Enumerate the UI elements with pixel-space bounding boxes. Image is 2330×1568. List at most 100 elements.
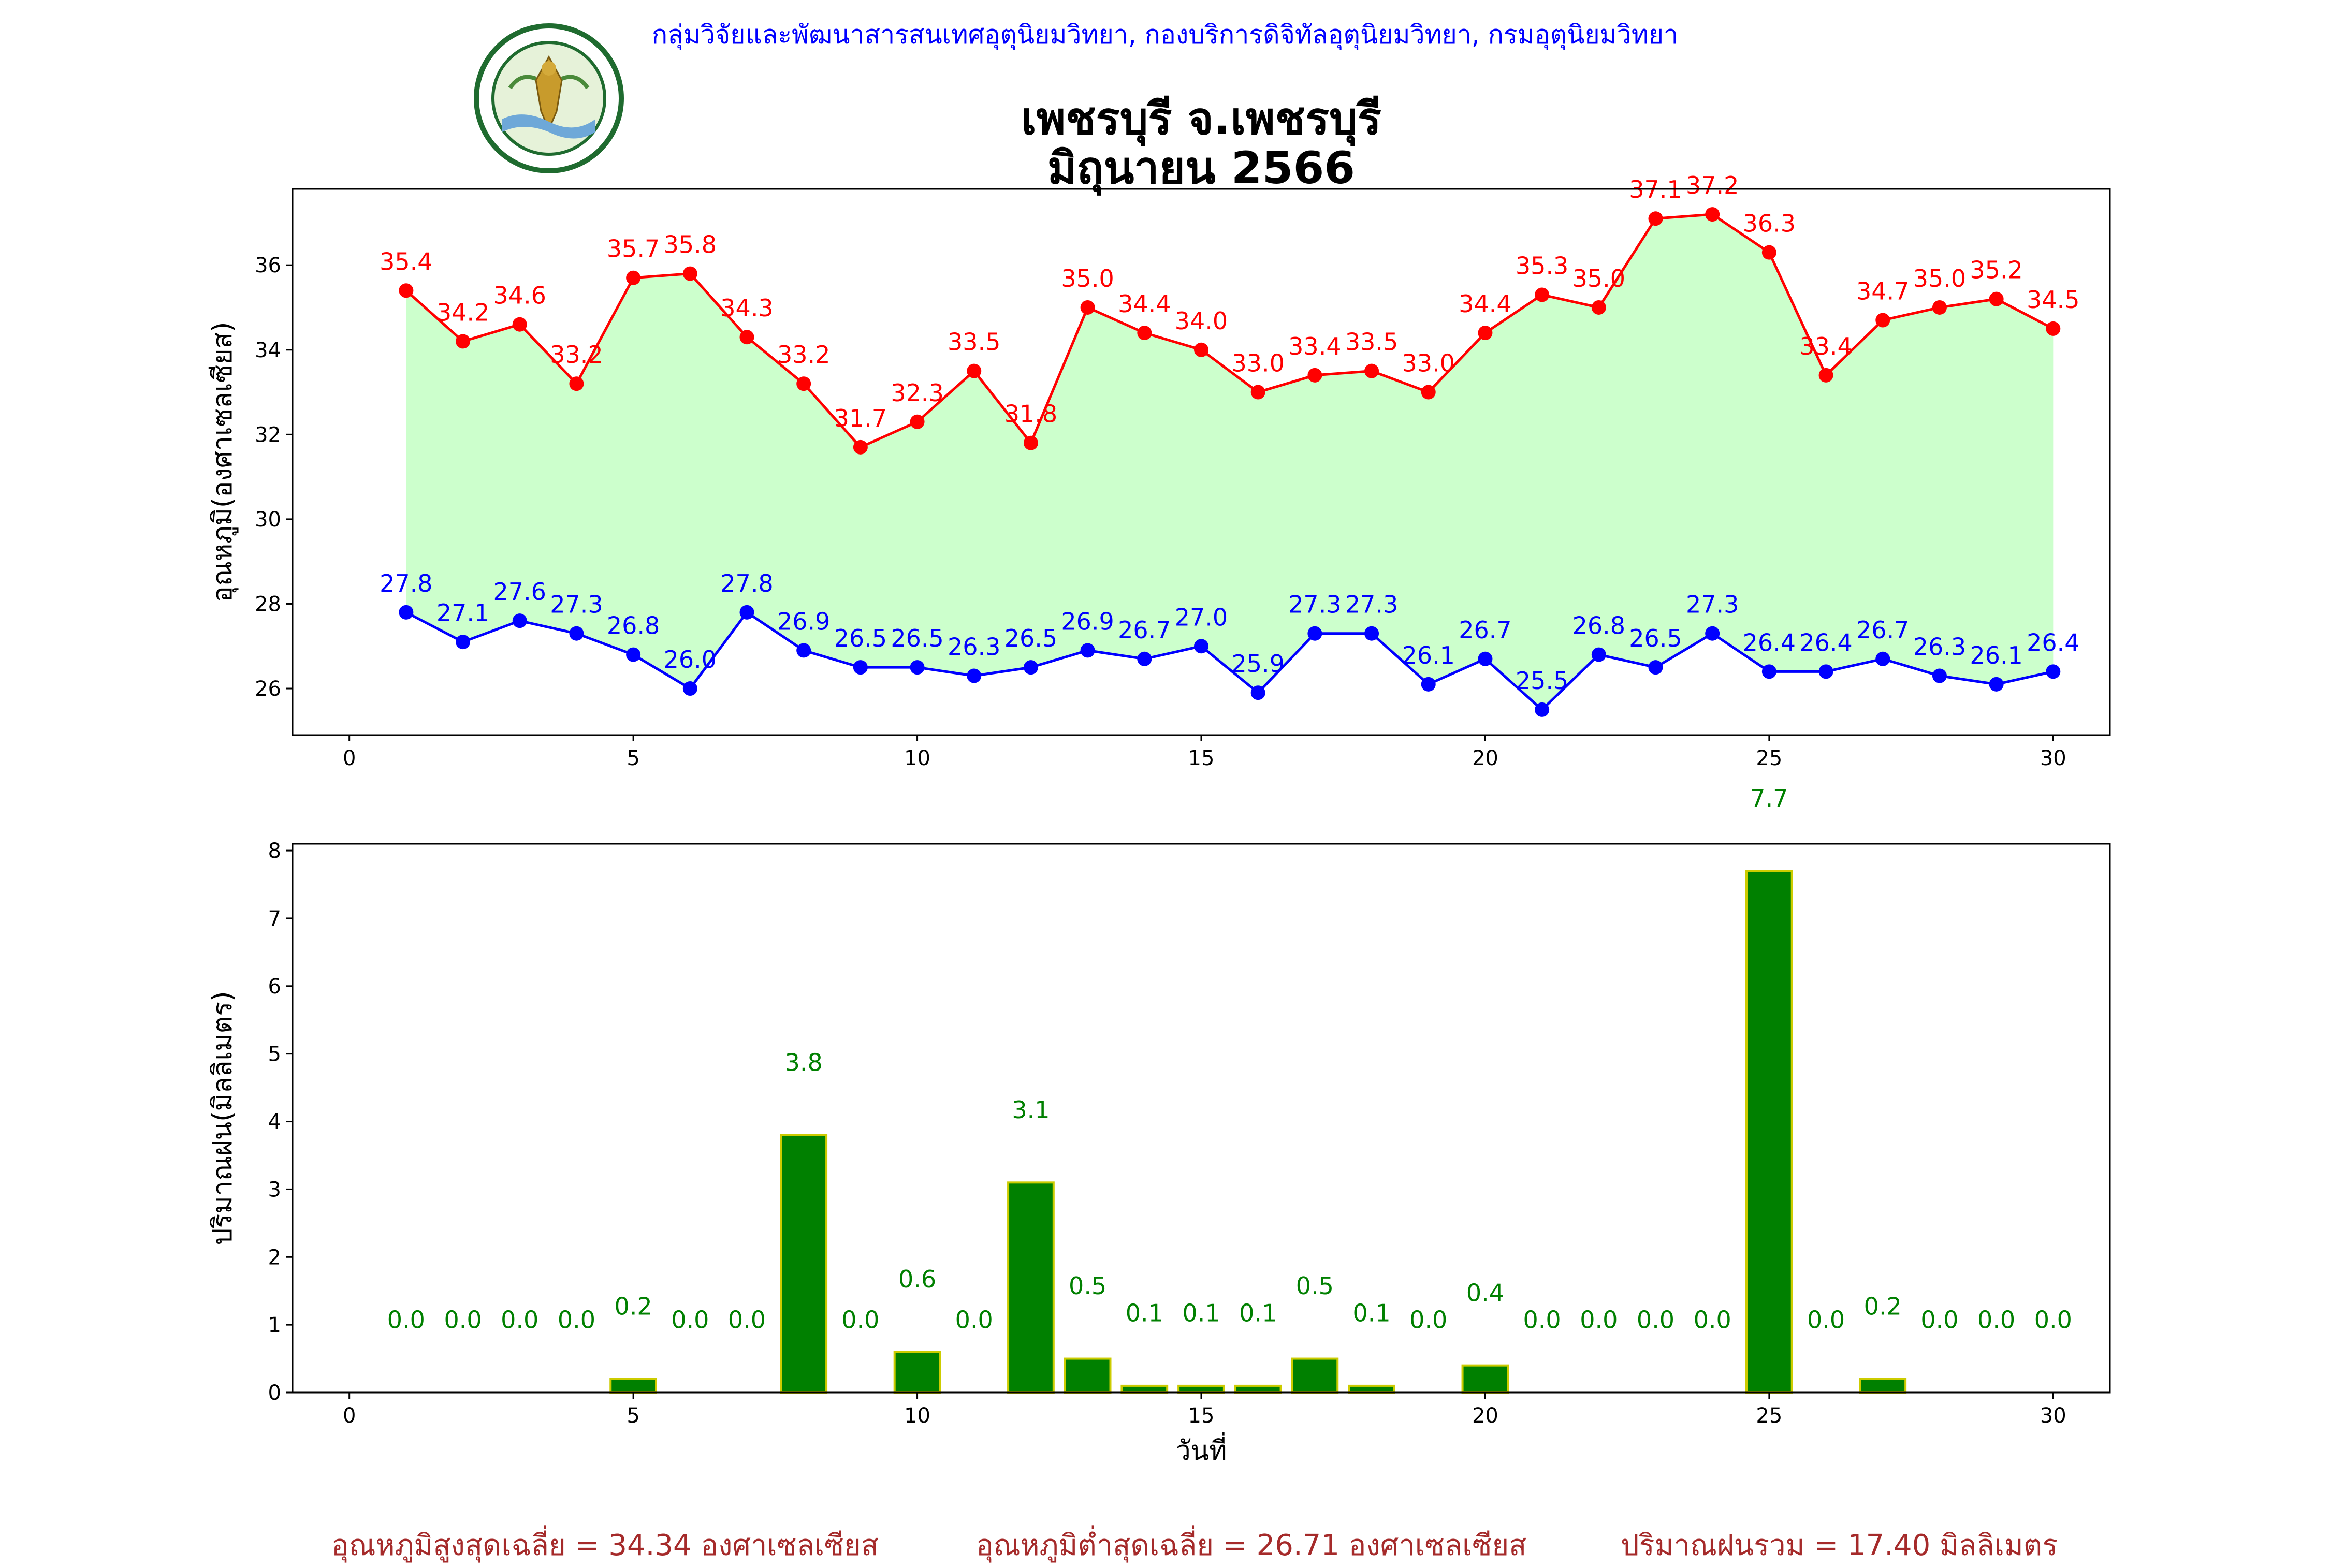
min-temp-data-label: 26.8: [1572, 612, 1625, 640]
rainfall-x-tick-label: 10: [904, 1404, 930, 1428]
min-temp-data-label: 26.1: [1970, 641, 2022, 669]
max-temp-data-label: 31.8: [1004, 400, 1057, 428]
min-temp-point: [626, 647, 641, 662]
max-temp-data-label: 34.4: [1118, 290, 1171, 318]
rain-bar: [1461, 1364, 1509, 1394]
rainfall-x-tick-label: 20: [1472, 1404, 1498, 1428]
min-temp-data-label: 26.4: [1743, 628, 1796, 656]
max-temp-line: [405, 213, 2054, 449]
rain-data-label: 0.0: [444, 1306, 482, 1334]
rain-data-label: 0.0: [501, 1306, 538, 1334]
min-temp-data-label: 26.5: [834, 624, 887, 652]
rainfall-y-tick-label: 3: [268, 1178, 281, 1201]
max-temp-data-label: 33.5: [1345, 328, 1398, 356]
min-temp-point: [456, 635, 471, 650]
temperature-x-tick-label: 10: [904, 746, 930, 770]
rain-bar: [1177, 1384, 1225, 1394]
min-temp-point: [1478, 651, 1493, 666]
max-temp-data-label: 33.2: [550, 341, 603, 369]
rain-data-label: 0.0: [955, 1306, 993, 1334]
min-temp-point: [910, 660, 925, 675]
rainfall-y-tick-label: 8: [268, 839, 281, 863]
max-temp-data-label: 35.4: [380, 247, 432, 275]
min-temp-data-label: 27.3: [1686, 591, 1739, 619]
rainfall-x-tick-label: 5: [627, 1404, 639, 1428]
min-temp-data-label: 26.9: [777, 607, 830, 635]
min-temp-data-label: 27.6: [493, 578, 546, 606]
max-temp-point: [1478, 326, 1493, 341]
rain-bar: [1120, 1384, 1169, 1394]
rain-data-label: 0.6: [898, 1265, 936, 1293]
min-temp-data-label: 26.5: [1004, 624, 1057, 652]
rain-data-label: 0.0: [1409, 1306, 1447, 1334]
min-temp-data-label: 26.1: [1402, 641, 1455, 669]
rain-data-label: 0.1: [1352, 1299, 1390, 1327]
temperature-chart: 35.434.234.633.235.7 35.834.333.231.732.3…: [207, 171, 2111, 770]
rain-data-label: 0.0: [558, 1306, 595, 1334]
temperature-y-tick-label: 30: [255, 508, 281, 532]
avg-max-temp-summary: อุณหภูมิสูงสุดเฉลี่ย = 34.34 องศาเซลเซีย…: [331, 1529, 879, 1562]
chart-title-month: มิถุนายน 2566: [1047, 142, 1356, 194]
rain-data-label: 0.0: [841, 1306, 879, 1334]
chart-title-station: เพชรบุรี จ.เพชรบุรี: [1021, 93, 1381, 145]
rainfall-y-tick-label: 6: [268, 975, 281, 999]
rain-data-label: 0.0: [728, 1306, 766, 1334]
min-temp-point: [1761, 664, 1776, 679]
rain-data-label: 0.0: [1694, 1306, 1731, 1334]
min-temp-data-label: 26.5: [1629, 624, 1682, 652]
rain-data-label: 0.0: [1807, 1306, 1845, 1334]
department-header: กลุ่มวิจัยและพัฒนาสารสนเทศอุตุนิยมวิทยา,…: [651, 20, 1679, 50]
min-temp-point: [1250, 685, 1265, 700]
max-temp-data-label: 33.5: [948, 328, 1000, 356]
max-temp-point: [1761, 245, 1776, 260]
max-temp-data-label: 31.7: [834, 404, 887, 432]
rain-data-label: 3.8: [785, 1048, 823, 1076]
min-temp-data-label: 26.8: [607, 612, 660, 640]
max-temp-point: [1932, 300, 1947, 315]
rain-data-label: 0.2: [615, 1293, 652, 1321]
min-temp-data-label: 27.3: [1345, 591, 1398, 619]
max-temp-data-label: 37.2: [1686, 171, 1739, 199]
max-temp-point: [456, 334, 471, 349]
rain-data-label: 0.0: [2034, 1306, 2072, 1334]
min-temp-point: [1932, 668, 1947, 683]
max-temp-data-label: 34.4: [1459, 290, 1511, 318]
max-temp-data-label: 34.7: [1856, 277, 1909, 305]
max-temp-data-label: 33.0: [1402, 349, 1455, 377]
min-temp-data-label: 27.8: [720, 569, 773, 597]
min-temp-data-label: 26.7: [1118, 616, 1171, 644]
max-temp-data-label: 35.8: [664, 231, 717, 259]
rainfall-x-axis-label: วันที่: [1175, 1432, 1227, 1467]
min-temp-point: [1818, 664, 1833, 679]
min-temp-data-label: 26.9: [1061, 607, 1114, 635]
rainfall-y-tick-label: 5: [268, 1043, 281, 1066]
max-temp-data-label: 33.4: [1799, 332, 1852, 360]
min-temp-point: [1023, 660, 1038, 675]
max-temp-point: [1989, 291, 2004, 306]
department-logo: [474, 23, 624, 173]
temperature-y-axis-label: อุณหภูมิ(องศาเซลเซียส): [207, 322, 239, 603]
min-temp-point: [967, 668, 982, 683]
max-temp-point: [1875, 313, 1890, 328]
rain-bar: [1291, 1357, 1339, 1394]
min-temp-point: [1307, 626, 1322, 641]
rain-bar: [1745, 870, 1793, 1394]
rainfall-y-tick-label: 0: [268, 1381, 281, 1405]
temperature-x-tick-label: 15: [1188, 746, 1215, 770]
rain-bar: [780, 1134, 828, 1394]
temperature-y-tick-label: 32: [255, 423, 281, 447]
min-temp-point: [853, 660, 868, 675]
max-temp-point: [1705, 207, 1720, 222]
rain-data-label: 0.5: [1296, 1272, 1334, 1300]
min-temp-line: [405, 610, 2054, 712]
max-temp-data-label: 35.2: [1970, 256, 2022, 284]
max-temp-data-label: 34.3: [720, 294, 773, 322]
rain-data-label: 0.1: [1239, 1299, 1277, 1327]
min-temp-point: [1421, 677, 1436, 692]
rain-data-label: 0.0: [1637, 1306, 1674, 1334]
rain-data-label: 0.1: [1126, 1299, 1163, 1327]
min-temp-point: [2046, 664, 2061, 679]
max-temp-data-label: 35.0: [1061, 265, 1114, 292]
max-temp-point: [1591, 300, 1606, 315]
